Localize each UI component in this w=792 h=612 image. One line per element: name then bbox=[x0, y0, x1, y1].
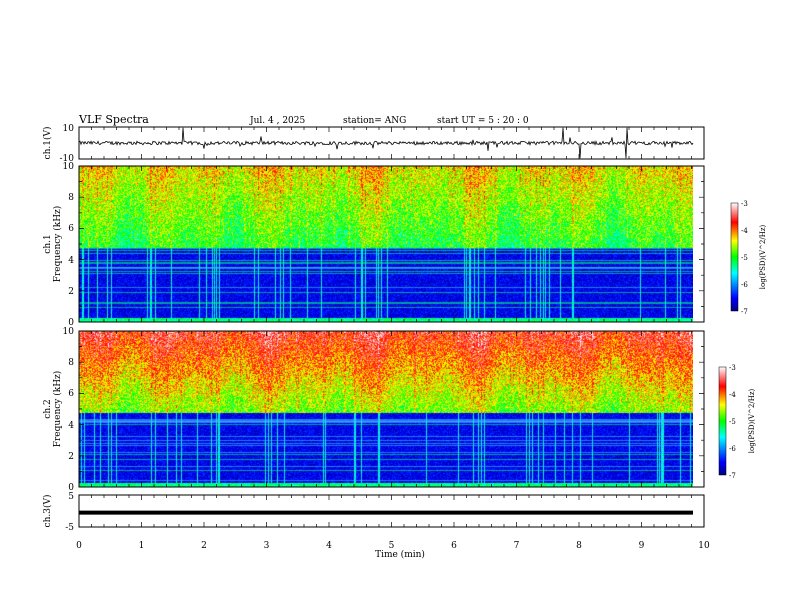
ch1-colorbar-tick-m4: -4 bbox=[741, 227, 748, 235]
ch1-ytick-0: 0 bbox=[68, 318, 74, 328]
ch1-waveform-ylabel: ch.1(V) bbox=[42, 127, 53, 160]
x-tick-label-7: 7 bbox=[514, 541, 520, 551]
ch1-ytick-top: 10 bbox=[63, 124, 75, 134]
ch2-ytick-0: 0 bbox=[68, 483, 74, 493]
x-tick-label-0: 0 bbox=[76, 541, 82, 551]
ch3-ytick-top: 5 bbox=[68, 492, 74, 502]
start-ut-label: start UT = 5 : 20 : 0 bbox=[437, 116, 529, 126]
x-axis-tick-labels: 0 1 2 3 4 5 6 7 8 9 10 bbox=[76, 541, 710, 551]
ch2-colorbar-tick-m3: -3 bbox=[729, 364, 736, 372]
ch2-colorbar bbox=[718, 366, 727, 476]
x-tick-label-3: 3 bbox=[264, 541, 270, 551]
ch2-ytick-6: 6 bbox=[68, 389, 74, 399]
ch1-ytick-4: 4 bbox=[68, 256, 74, 266]
ch2-colorbar-label: log(PSD)(V^2/Hz) bbox=[748, 388, 756, 453]
x-axis-label: Time (min) bbox=[375, 549, 425, 560]
x-tick-label-9: 9 bbox=[639, 541, 645, 551]
x-tick-label-1: 1 bbox=[139, 541, 145, 551]
x-tick-label-8: 8 bbox=[576, 541, 582, 551]
ch1-spectrogram-channel-label: ch.1 bbox=[43, 234, 53, 253]
ch2-spectrogram-channel-label: ch.2 bbox=[43, 399, 53, 418]
ch2-colorbar-tick-m7: -7 bbox=[729, 472, 736, 480]
x-tick-label-5: 5 bbox=[389, 541, 395, 551]
ch2-colorbar-tick-m4: -4 bbox=[729, 391, 736, 399]
ch2-colorbar-tick-m5: -5 bbox=[729, 418, 736, 426]
ch1-ytick-bottom: -10 bbox=[60, 154, 75, 164]
ch1-colorbar bbox=[730, 202, 739, 312]
ch2-spectrogram-image bbox=[79, 331, 693, 487]
x-tick-label-10: 10 bbox=[698, 541, 710, 551]
ch1-spectrogram-panel: 0 2 4 6 8 10 ch.1 Frequency (kHz) -3 -4 … bbox=[43, 162, 767, 328]
ch2-ytick-10: 10 bbox=[63, 327, 75, 337]
ch2-ytick-8: 8 bbox=[68, 358, 74, 368]
ch1-colorbar-tick-m5: -5 bbox=[741, 254, 748, 262]
ch1-ytick-2: 2 bbox=[68, 287, 74, 297]
x-tick-label-6: 6 bbox=[451, 541, 457, 551]
ch1-waveform-line bbox=[78, 127, 694, 159]
ch1-ytick-6: 6 bbox=[68, 224, 74, 234]
ch2-ytick-4: 4 bbox=[68, 421, 74, 431]
axis-ticks bbox=[78, 127, 705, 527]
figure-title: VLF Spectra bbox=[78, 113, 149, 126]
ch2-spectrogram-ylabel: Frequency (kHz) bbox=[52, 371, 63, 448]
ch1-colorbar-tick-m6: -6 bbox=[741, 281, 748, 289]
ch1-spectrogram-image bbox=[79, 166, 693, 322]
ch3-waveform-ylabel: ch.3(V) bbox=[42, 495, 53, 528]
ch1-colorbar-tick-m7: -7 bbox=[741, 308, 748, 316]
ch1-ytick-10: 10 bbox=[63, 162, 75, 172]
ch1-waveform-panel: 10 -10 ch.1(V) bbox=[42, 124, 705, 164]
date-label: Jul. 4 , 2025 bbox=[249, 116, 305, 126]
ch2-ytick-2: 2 bbox=[68, 452, 74, 462]
ch3-ytick-bottom: -5 bbox=[65, 523, 74, 533]
ch1-colorbar-label: log(PSD)(V^2/Hz) bbox=[759, 224, 767, 289]
station-label: station= ANG bbox=[343, 116, 406, 126]
ch2-colorbar-tick-m6: -6 bbox=[729, 445, 736, 453]
ch3-waveform-panel: 5 -5 ch.3(V) bbox=[42, 492, 705, 533]
ch1-colorbar-tick-m3: -3 bbox=[741, 200, 748, 208]
ch1-spectrogram-ylabel: Frequency (kHz) bbox=[52, 206, 63, 283]
ch2-spectrogram-panel: 0 2 4 6 8 10 ch.2 Frequency (kHz) -3 -4 … bbox=[43, 327, 756, 493]
tick-marks bbox=[78, 127, 705, 527]
x-tick-label-2: 2 bbox=[201, 541, 207, 551]
ch1-ytick-8: 8 bbox=[68, 193, 74, 203]
x-tick-label-4: 4 bbox=[326, 541, 332, 551]
